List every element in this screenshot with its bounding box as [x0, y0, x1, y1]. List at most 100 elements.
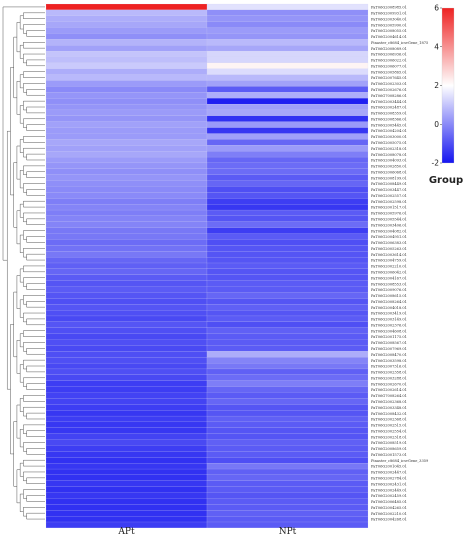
row-label: PaT06G2002447.01 — [371, 471, 407, 475]
dendrogram-branch — [26, 495, 45, 502]
dendrogram-branch — [19, 170, 24, 189]
dendrogram-branch — [13, 421, 17, 487]
dendrogram-branch — [26, 412, 45, 420]
row-label: PaT06G2002303.01 — [371, 82, 407, 86]
dendrogram-branch — [19, 364, 24, 383]
heatmap-cell — [206, 127, 369, 134]
row-label: PaT06G2007969.01 — [371, 347, 407, 351]
heatmap-cell — [45, 251, 208, 258]
heatmap-cell — [45, 3, 208, 11]
heatmap-cell — [206, 215, 369, 222]
heatmap-cell — [206, 186, 369, 193]
row-label: PaT06G2002459.01 — [371, 494, 407, 498]
row-label: PaT06G2004167.01 — [371, 276, 407, 280]
heatmap-cell — [206, 145, 369, 152]
heatmap-cell — [45, 492, 208, 499]
row-label: PaT06G2006077.01 — [371, 64, 407, 68]
row-label: PaT06G2008659.01 — [371, 447, 407, 451]
column-labels: APt NPt — [117, 527, 296, 537]
heatmap-cell — [45, 204, 208, 211]
heatmap-cell — [45, 92, 208, 99]
heatmap-cell — [206, 257, 369, 264]
dendrogram-branch — [26, 189, 45, 196]
row-label: PaT06G2003614.01 — [371, 253, 407, 257]
heatmap-cell — [45, 421, 208, 428]
heatmap-cell — [45, 286, 208, 293]
heatmap-cell — [45, 139, 208, 146]
dendrogram-branch — [26, 318, 45, 326]
row-label: PaT06G2008199.01 — [371, 176, 407, 180]
dendrogram-branch — [16, 469, 21, 504]
dendrogram-branch — [16, 210, 21, 245]
heatmap-cell — [206, 486, 369, 493]
heatmap-cell — [206, 68, 369, 75]
dendrogram-branch — [10, 67, 14, 196]
heatmap-cell — [206, 286, 369, 293]
heatmap-cell — [206, 445, 369, 452]
dendrogram-branch — [16, 340, 21, 374]
heatmap-cell — [206, 415, 369, 423]
row-label: PaT06G7008286.01 — [371, 94, 407, 98]
dendrogram-branch — [23, 42, 45, 49]
heatmap-cell — [206, 339, 369, 346]
heatmap-cell — [45, 9, 208, 16]
row-label: PaT06G2002318.01 — [371, 435, 407, 439]
heatmap-cell — [206, 9, 369, 16]
heatmap-cell — [206, 103, 369, 111]
heatmap-cell — [206, 392, 369, 399]
row-label: PaT06G2008470.01 — [371, 353, 407, 357]
heatmap-cell — [45, 51, 208, 58]
heatmap-cell — [45, 345, 208, 352]
row-label: PaT06G2008519.01 — [371, 441, 407, 445]
legend-tick-label: -2 — [432, 159, 440, 168]
row-label: PaT06G2002598.01 — [371, 200, 407, 204]
row-label: PaT06G2006383.01 — [371, 241, 407, 245]
dendrogram-branch — [26, 383, 45, 390]
heatmap-cell — [45, 168, 208, 175]
row-label: PaT06G2004204.01 — [371, 129, 407, 133]
heatmap-cell — [45, 439, 208, 446]
heatmap-cell — [206, 268, 369, 275]
heatmap-cell — [45, 451, 208, 458]
row-label: PaT06G2008449.01 — [371, 182, 407, 186]
row-label: PaT06G2002850.01 — [371, 165, 407, 169]
heatmap-cell — [206, 245, 369, 252]
heatmap-cell — [45, 186, 208, 193]
heatmap-cell — [206, 410, 369, 417]
dendrogram-branch — [16, 275, 21, 309]
row-label: PaT06G2005544.01 — [371, 218, 407, 222]
row-label: PaT06G2008055.01 — [371, 29, 407, 33]
row-label: Pinaster_c8684_icsvGene_1875 — [371, 41, 429, 45]
heatmap-cell — [206, 80, 369, 87]
heatmap-cell — [206, 374, 369, 381]
dendrogram-branch — [26, 477, 45, 484]
heatmap-cell — [45, 310, 208, 317]
row-label: PaT06G2007316.01 — [371, 365, 407, 369]
legend-tick-label: 2 — [434, 81, 439, 90]
row-label: PaT06G2006485.01 — [371, 500, 407, 504]
heatmap-cell — [206, 357, 369, 364]
row-label: PaT06G2002368.01 — [371, 418, 407, 422]
heatmap-cell — [206, 427, 369, 434]
row-label: PaT06G2002210.01 — [371, 265, 407, 269]
row-label: PaT06G2005075.01 — [371, 141, 407, 145]
heatmap-cell — [206, 51, 369, 58]
heatmap-cell — [206, 180, 369, 187]
row-label: PaT06G2003406.01 — [371, 223, 407, 227]
dendrogram-branch — [13, 36, 17, 99]
legend-title: Group — [429, 175, 463, 186]
heatmap-cell — [206, 492, 369, 499]
row-label: PaT06G2003444.01 — [371, 100, 407, 104]
row-label: PaT06G2006022.01 — [371, 59, 407, 63]
heatmap-cell — [206, 74, 369, 81]
row-label: PaT06G2004614.01 — [371, 35, 407, 39]
row-label: PaT06G2003040.01 — [371, 17, 407, 21]
row-label: PaT06G2003447.01 — [371, 188, 407, 192]
heatmap-cell — [206, 133, 369, 140]
heatmap-cell — [45, 103, 208, 111]
heatmap-cell — [206, 209, 369, 217]
heatmap-cell — [206, 398, 369, 405]
dendrogram-branch — [26, 365, 45, 373]
